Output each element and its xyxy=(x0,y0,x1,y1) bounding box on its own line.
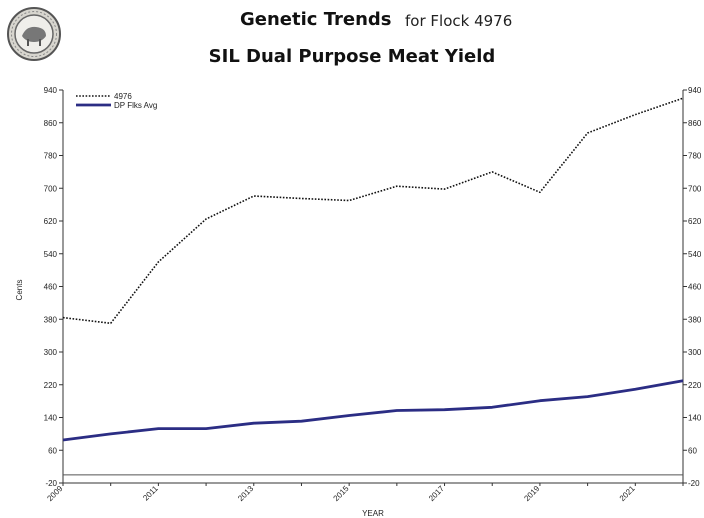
y-tick-label: 940 xyxy=(44,86,58,95)
y-tick-label: 60 xyxy=(48,446,57,455)
y-tick-label-right: 300 xyxy=(688,348,702,357)
y-tick-label: 700 xyxy=(44,184,58,193)
y-tick-label-right: 700 xyxy=(688,184,702,193)
sil-seal-logo-icon xyxy=(7,7,61,61)
y-tick-label: 220 xyxy=(44,381,58,390)
y-tick-label-right: 620 xyxy=(688,217,702,226)
x-tick-label: 2017 xyxy=(427,484,446,503)
x-tick-label: 2021 xyxy=(618,484,637,503)
y-axis-label: Cents xyxy=(15,280,24,301)
y-tick-label-right: 60 xyxy=(688,446,697,455)
x-axis-label: YEAR xyxy=(362,509,384,518)
y-tick-label: 780 xyxy=(44,152,58,161)
y-tick-label-right: 140 xyxy=(688,414,702,423)
y-tick-label: 860 xyxy=(44,119,58,128)
legend-label: DP Flks Avg xyxy=(114,101,157,110)
y-tick-label-right: 780 xyxy=(688,152,702,161)
y-tick-label: 540 xyxy=(44,250,58,259)
x-tick-label: 2013 xyxy=(236,484,255,503)
x-tick-label: 2011 xyxy=(141,484,160,503)
y-tick-label: 300 xyxy=(44,348,58,357)
series-line-dp-avg xyxy=(62,379,684,442)
flock-label: for Flock 4976 xyxy=(405,12,513,30)
series-line-flock xyxy=(62,97,684,325)
y-tick-label-right: 860 xyxy=(688,119,702,128)
y-tick-label-right: 460 xyxy=(688,283,702,292)
chart-subtitle: SIL Dual Purpose Meat Yield xyxy=(208,46,496,67)
x-tick-label: 2015 xyxy=(332,484,351,503)
y-tick-label: -20 xyxy=(45,479,57,488)
y-tick-label: 460 xyxy=(44,283,58,292)
page-title: Genetic Trends xyxy=(240,9,392,30)
y-tick-label-right: -20 xyxy=(688,479,700,488)
y-tick-label-right: 540 xyxy=(688,250,702,259)
y-tick-label: 140 xyxy=(44,414,58,423)
legend-label: 4976 xyxy=(114,92,132,101)
y-tick-label: 380 xyxy=(44,315,58,324)
y-tick-label-right: 380 xyxy=(688,315,702,324)
y-tick-label-right: 940 xyxy=(688,86,702,95)
y-tick-label: 620 xyxy=(44,217,58,226)
y-tick-label-right: 220 xyxy=(688,381,702,390)
x-tick-label: 2019 xyxy=(522,484,541,503)
